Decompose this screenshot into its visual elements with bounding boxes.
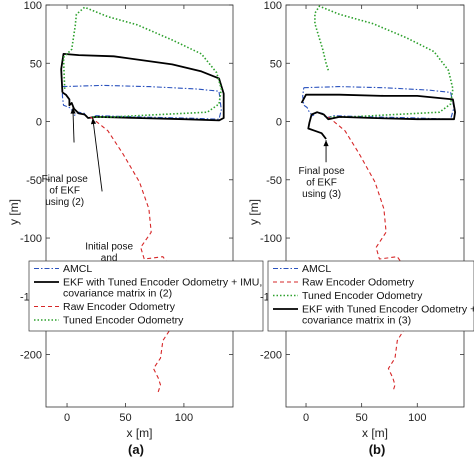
panel-label: (b)	[369, 442, 386, 457]
legend-label-ekf-with-tuned-encoder-odometry-imu-cova: EKF with Tuned Encoder Odometry + IMU,	[302, 304, 474, 316]
x-tick-label: 0	[64, 412, 70, 424]
series-line-tuned-encoder-odometry	[62, 6, 223, 118]
annotation-text-final-pose: of EKF	[306, 177, 337, 188]
series-line-ekf-with-tuned-encoder-odometry-imu-cova	[300, 93, 456, 140]
annotation-arrowhead-final-pose	[323, 140, 329, 147]
y-tick-label: 50	[30, 58, 42, 70]
series-line-raw-encoder-odometry	[90, 116, 183, 393]
legend-box	[267, 260, 474, 332]
legend-label-ekf-with-tuned-encoder-odometry-imu-cova: covariance matrix in (2)	[63, 288, 172, 300]
series-line-raw-encoder-odometry	[327, 116, 416, 393]
annotation-text-initial-pose: Initial pose	[85, 242, 133, 253]
series-line-ekf-with-tuned-encoder-odometry-imu-cova	[60, 53, 225, 122]
y-tick-label: 100	[264, 0, 282, 12]
series-line-amcl	[302, 86, 455, 120]
plot-frame	[45, 4, 234, 408]
legend-label-tuned-encoder-odometry: Tuned Encoder Odometry	[63, 315, 184, 327]
annotation-text-final-pose: Final pose	[42, 174, 89, 185]
legend-box	[28, 260, 264, 332]
legend: AMCL EKF with Tuned Encoder Odometry + IM…	[28, 260, 264, 332]
y-tick-label: 50	[270, 58, 282, 70]
plot-frame	[285, 4, 465, 408]
x-tick-label: 100	[175, 412, 193, 424]
annotation-text-final-pose: using (2)	[45, 197, 84, 208]
y-tick-label: -100	[260, 233, 282, 245]
annotation-arrow-initial-pose	[92, 117, 103, 192]
annotation-arrowhead-final-pose	[70, 107, 76, 114]
y-tick-label: -100	[20, 233, 42, 245]
annotation-text-final-pose: Final pose	[299, 166, 346, 177]
series-group	[60, 6, 225, 393]
x-tick-label: 100	[408, 412, 426, 424]
y-tick-label: 0	[276, 117, 282, 129]
legend-label-amcl: AMCL	[302, 263, 331, 275]
x-tick-label: 50	[119, 412, 131, 424]
y-axis-label: y [m]	[247, 199, 261, 225]
legend-label-ekf-with-tuned-encoder-odometry-imu-cova: covariance matrix in (3)	[302, 315, 411, 327]
x-tick-label: 0	[303, 412, 309, 424]
y-tick-label: -200	[260, 350, 282, 362]
y-tick-label: 100	[24, 0, 42, 12]
annotation-text-final-pose: of EKF	[49, 186, 80, 197]
legend-label-tuned-encoder-odometry: Tuned Encoder Odometry	[302, 290, 423, 302]
legend-label-amcl: AMCL	[63, 263, 92, 275]
y-tick-label: -200	[20, 350, 42, 362]
annotation-text-final-pose: using (3)	[302, 189, 341, 200]
x-axis-label: x [m]	[127, 426, 153, 440]
y-tick-label: -50	[266, 175, 282, 187]
legend-label-ekf-with-tuned-encoder-odometry-imu-cova: EKF with Tuned Encoder Odometry + IMU,	[63, 277, 262, 289]
series-line-amcl	[61, 84, 222, 120]
annotation-arrowhead-initial-pose	[90, 118, 97, 125]
series-line-tuned-encoder-odometry	[314, 5, 454, 118]
x-axis-label: x [m]	[362, 426, 388, 440]
y-tick-label: -50	[26, 175, 42, 187]
legend-label-raw-encoder-odometry: Raw Encoder Odometry	[63, 301, 176, 313]
y-axis-label: y [m]	[7, 199, 21, 225]
x-tick-label: 50	[356, 412, 368, 424]
legend-label-raw-encoder-odometry: Raw Encoder Odometry	[302, 277, 415, 289]
y-tick-label: 0	[36, 117, 42, 129]
annotation-text-initial-pose: and	[101, 253, 118, 264]
panel-label: (a)	[128, 442, 144, 457]
